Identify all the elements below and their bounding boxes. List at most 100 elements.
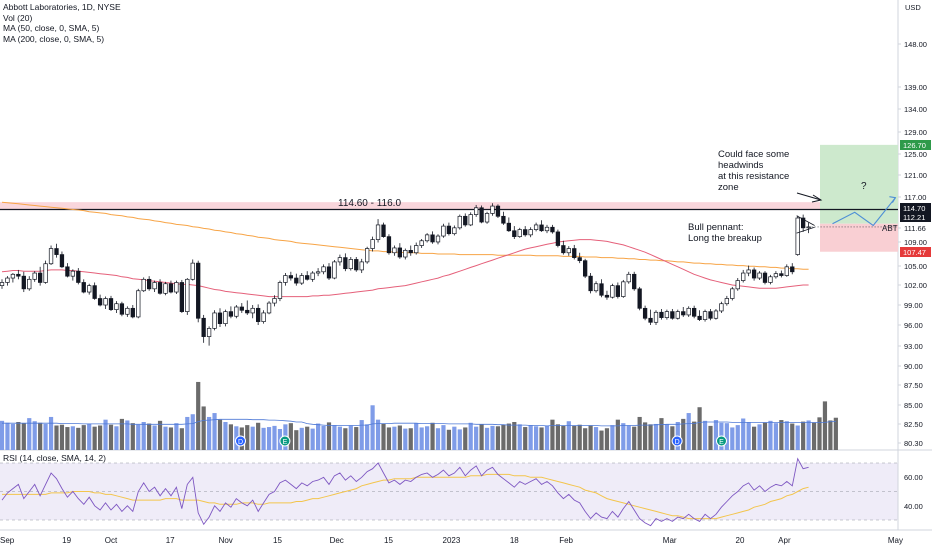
price-tick-label: 96.00 [904, 321, 923, 330]
volume-bar [528, 425, 533, 450]
candle-body [691, 307, 697, 317]
rsi-tick-label: 60.00 [904, 473, 923, 482]
price-tick-label: 139.00 [904, 83, 927, 92]
volume-bar [583, 428, 588, 450]
candle-body [490, 205, 495, 214]
volume-bar [626, 425, 631, 450]
candle-body [577, 257, 582, 262]
volume-bar [593, 427, 599, 450]
candle-body [713, 310, 719, 319]
volume-bar [555, 424, 560, 450]
volume-bar [326, 422, 332, 450]
candle-body [621, 281, 626, 297]
candle-body [283, 275, 288, 283]
volume-bar [534, 426, 539, 450]
volume-bar [495, 426, 501, 450]
candle-body [457, 215, 462, 229]
candle-body [730, 288, 735, 299]
resistance-zone-layer [0, 144, 898, 252]
candle-body [43, 263, 48, 283]
candle-body [675, 311, 680, 319]
candle-body [572, 248, 577, 258]
candle-body [702, 311, 708, 320]
volume-bar [446, 429, 451, 450]
rsi-ma-line [2, 473, 809, 520]
volume-bar [32, 421, 37, 450]
rsi-legend: RSI (14, close, SMA, 14, 2) [3, 453, 106, 463]
symbol-title: Abbott Laboratories, 1D, NYSE [3, 2, 121, 12]
volume-bar [0, 420, 5, 450]
candle-body [604, 294, 610, 298]
time-tick-label: 19 [62, 536, 71, 545]
volume-bar [610, 425, 615, 450]
candle-body [762, 272, 768, 283]
volume-bar [708, 425, 713, 450]
volume-bar [201, 406, 206, 450]
candle-body [32, 272, 37, 280]
volume-bar [217, 419, 223, 450]
candle-body [724, 298, 729, 305]
volume-bar [773, 423, 778, 450]
volume-bar [392, 426, 397, 450]
time-tick-label: Dec [330, 536, 344, 545]
price-tick-label: 117.00 [904, 193, 926, 202]
candle-body [157, 282, 163, 294]
price-tick-label: 129.00 [904, 128, 927, 137]
rsi-tick-label: 40.00 [904, 502, 923, 511]
volume-bar [512, 422, 517, 450]
volume-bar [397, 425, 402, 450]
volume-bar [65, 427, 70, 450]
headwinds-note: Could face some headwinds at this resist… [718, 149, 790, 193]
question-mark: ? [861, 181, 867, 192]
candle-body [708, 311, 713, 319]
candle-body [468, 214, 473, 226]
volume-bar [637, 416, 642, 450]
volume-bar [670, 426, 675, 450]
currency-label: USD [905, 3, 921, 12]
candle-body [163, 283, 168, 294]
volume-bar [337, 426, 342, 450]
price-label-box [900, 140, 931, 150]
candle-body [130, 307, 135, 318]
volume-bar [506, 423, 511, 450]
volume-bar [659, 418, 664, 450]
candle-body [299, 275, 304, 284]
volume-bar [70, 426, 75, 450]
candle-body [533, 224, 539, 230]
candle-body [201, 317, 206, 337]
candle-body [806, 226, 811, 229]
bull-pennant-note: Bull pennant: Long the breakup [688, 222, 762, 244]
event-marker-label: D [675, 439, 680, 446]
volume-bar [10, 423, 15, 450]
candle-body [757, 272, 762, 279]
volume-bar [779, 420, 784, 450]
volume-bar [539, 427, 544, 450]
candle-body [523, 229, 528, 236]
candle-body [76, 270, 81, 283]
rsi-layer [0, 457, 898, 527]
volume-bar [741, 418, 746, 450]
volume-bar [375, 419, 381, 450]
volume-bar [572, 425, 577, 450]
candle-body [250, 307, 255, 314]
candle-body [664, 311, 670, 318]
volume-bar [168, 427, 174, 450]
price-label-text: 114.70 [903, 204, 925, 213]
rsi-line [1, 457, 809, 527]
candle-body [561, 245, 566, 254]
price-tick-label: 93.00 [904, 342, 923, 351]
volume-bar [746, 422, 751, 450]
volume-bar [141, 422, 146, 450]
candle-body [97, 298, 103, 306]
candle-body [495, 205, 501, 217]
candle-body [637, 288, 642, 309]
candle-body [321, 266, 326, 273]
candle-body [446, 225, 452, 235]
volume-ma-line [2, 418, 836, 427]
price-label-text: 107.47 [903, 248, 926, 257]
candle-body [768, 276, 773, 283]
volume-bar [332, 425, 337, 450]
volume-bar [550, 419, 555, 450]
